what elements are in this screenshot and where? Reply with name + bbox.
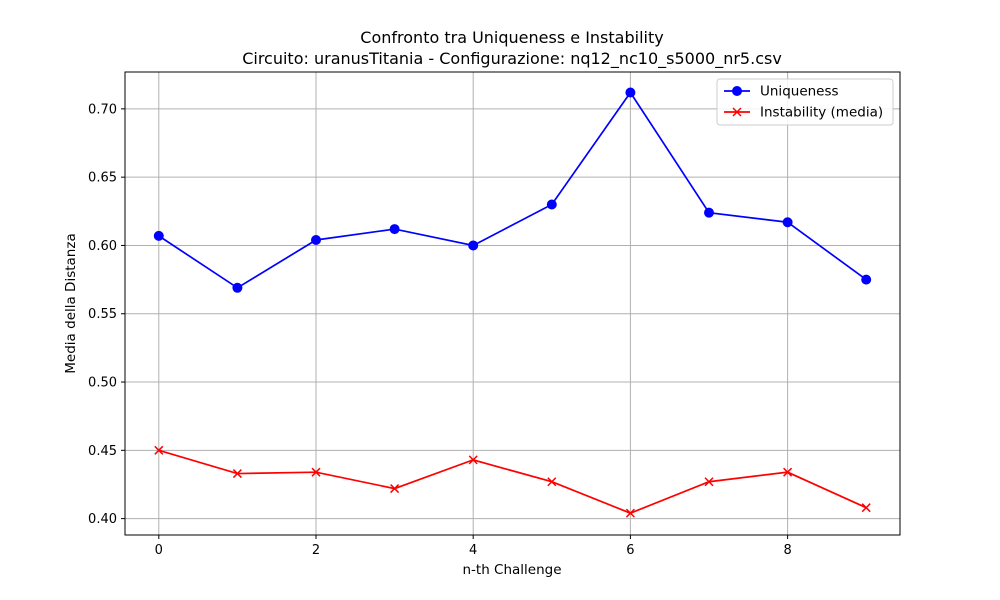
y-tick-label: 0.55	[88, 307, 117, 322]
series-layer	[153, 87, 872, 518]
data-point-instability-media	[625, 508, 635, 518]
y-tick-label: 0.60	[88, 239, 117, 254]
series-line-instability-media	[158, 449, 867, 515]
x-tick-label: 0	[155, 543, 163, 558]
data-point-instability-media	[468, 455, 478, 465]
data-point-instability-media	[311, 467, 321, 477]
data-point-uniqueness	[153, 230, 164, 241]
y-axis-label: Media della Distanza	[63, 233, 79, 373]
data-point-instability-media	[861, 503, 871, 513]
chart-title: Confronto tra Uniqueness e Instability	[360, 28, 663, 47]
legend-label: Uniqueness	[760, 84, 839, 100]
data-point-instability-media	[232, 469, 242, 479]
x-axis-label: n-th Challenge	[462, 562, 561, 578]
legend-marker	[732, 86, 742, 96]
data-point-uniqueness	[861, 274, 872, 285]
y-tick-label: 0.65	[88, 171, 117, 186]
data-point-uniqueness	[232, 282, 243, 293]
data-point-instability-media	[783, 467, 793, 477]
plot-frame	[124, 71, 901, 536]
x-tick-label: 6	[626, 543, 634, 558]
y-tick-label: 0.40	[88, 512, 117, 527]
y-tick-label: 0.70	[88, 102, 117, 117]
x-tick-label: 8	[783, 543, 791, 558]
x-tick-label: 4	[469, 543, 477, 558]
series-line-uniqueness	[158, 90, 867, 289]
legend-item-instability-media: Instability (media)	[724, 105, 883, 121]
legend-item-uniqueness: Uniqueness	[724, 84, 839, 100]
ticks: 0 2 4 6 8 0.40 0.45 0.50 0.55 0.60 0.65 0.70	[88, 102, 792, 558]
legend-box	[716, 78, 894, 126]
data-point-uniqueness	[782, 217, 793, 228]
data-point-instability-media	[704, 477, 714, 487]
data-point-uniqueness	[389, 224, 400, 235]
series-instability-media	[154, 445, 871, 518]
data-point-instability-media	[154, 445, 164, 455]
chart-subtitle: Circuito: uranusTitania - Configurazione…	[242, 49, 782, 69]
data-point-uniqueness	[704, 207, 715, 218]
data-point-uniqueness	[546, 199, 557, 210]
y-tick-label: 0.50	[88, 376, 117, 391]
y-tick-label: 0.45	[88, 444, 117, 459]
x-tick-label: 2	[312, 543, 320, 558]
legend-marker	[732, 107, 742, 117]
legend: Uniqueness Instability (media)	[716, 78, 894, 126]
grid	[125, 72, 900, 535]
data-point-instability-media	[390, 484, 400, 494]
series-uniqueness	[153, 87, 872, 293]
data-point-uniqueness	[468, 240, 479, 251]
data-point-uniqueness	[310, 234, 321, 245]
data-point-uniqueness	[625, 87, 636, 98]
legend-label: Instability (media)	[760, 105, 883, 121]
data-point-instability-media	[547, 477, 557, 487]
